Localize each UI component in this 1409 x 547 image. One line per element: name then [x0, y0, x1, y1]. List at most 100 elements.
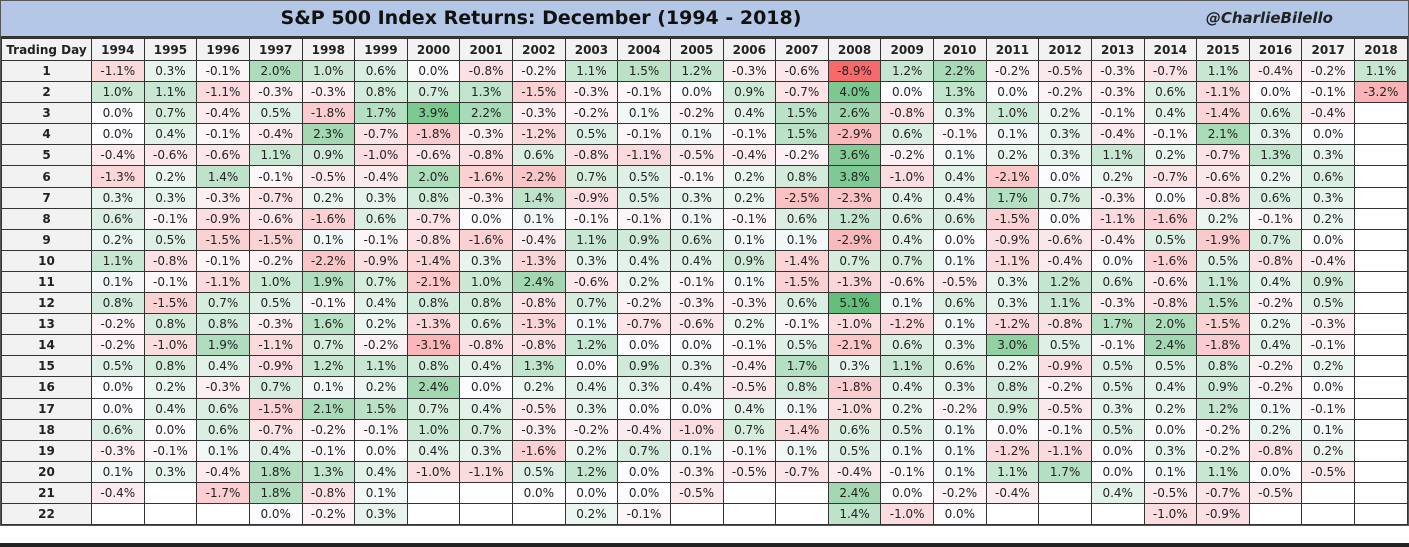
- table-row: 22 0.0% -0.2% 0.3% 0.2% -0.1% 1.4% -1.0% 0.0% -1.…: [1, 502, 1408, 526]
- return-cell: -0.8%: [1248, 439, 1303, 462]
- return-cell: 0.8%: [143, 355, 198, 378]
- return-cell: -0.3%: [722, 292, 777, 315]
- return-cell: [1301, 481, 1355, 504]
- return-cell: 0.3%: [91, 186, 145, 209]
- return-cell: -1.6%: [459, 228, 513, 251]
- trading-day-label: 15: [1, 355, 92, 378]
- trading-day-label: 9: [1, 228, 92, 251]
- return-cell: 0.4%: [459, 355, 513, 378]
- return-cell: 0.2%: [880, 397, 934, 420]
- return-cell: 0.2%: [91, 228, 145, 251]
- return-cell: 0.1%: [933, 144, 987, 167]
- year-header: 2006: [722, 38, 777, 61]
- return-cell: 0.7%: [459, 418, 513, 441]
- return-cell: 0.3%: [933, 102, 987, 125]
- return-cell: 0.6%: [1301, 165, 1355, 188]
- return-cell: 1.5%: [775, 102, 829, 125]
- return-cell: 0.7%: [880, 249, 934, 272]
- return-cell: -1.0%: [880, 502, 934, 526]
- trading-day-label: 5: [1, 144, 92, 167]
- return-cell: 1.3%: [512, 355, 566, 378]
- return-cell: 0.7%: [143, 102, 198, 125]
- return-cell: 0.2%: [1038, 102, 1092, 125]
- return-cell: -0.1%: [933, 123, 987, 146]
- return-cell: 0.4%: [880, 376, 934, 399]
- return-cell: [669, 502, 724, 526]
- year-header: 2013: [1090, 38, 1145, 61]
- return-cell: 0.0%: [1248, 460, 1303, 483]
- return-cell: 0.2%: [354, 376, 408, 399]
- return-cell: -2.5%: [775, 186, 829, 209]
- return-cell: -1.4%: [406, 249, 461, 272]
- return-cell: -0.7%: [354, 123, 408, 146]
- return-cell: 0.1%: [985, 123, 1040, 146]
- return-cell: 1.1%: [1038, 292, 1092, 315]
- return-cell: [143, 502, 198, 526]
- return-cell: 2.0%: [406, 165, 461, 188]
- year-header: 1997: [248, 38, 303, 61]
- return-cell: -0.4%: [722, 355, 777, 378]
- return-cell: -1.0%: [880, 165, 934, 188]
- return-cell: -0.7%: [1143, 165, 1198, 188]
- return-cell: 1.7%: [1090, 313, 1145, 336]
- return-cell: 0.4%: [1248, 334, 1303, 357]
- return-cell: 0.1%: [669, 123, 724, 146]
- table-row: 11 0.1% -0.1% -1.1% 1.0% 1.9% 0.7% -2.1% 1.0% 2.4…: [1, 270, 1408, 294]
- return-cell: 0.5%: [91, 355, 145, 378]
- return-cell: 0.9%: [722, 81, 777, 104]
- return-cell: -0.5%: [669, 144, 724, 167]
- return-cell: 1.3%: [459, 81, 513, 104]
- return-cell: -0.1%: [1301, 397, 1355, 420]
- return-cell: 0.1%: [617, 102, 671, 125]
- return-cell: 0.3%: [1301, 144, 1355, 167]
- return-cell: [1354, 376, 1408, 399]
- return-cell: 0.8%: [775, 376, 829, 399]
- return-cell: 0.0%: [617, 397, 671, 420]
- trading-day-label: 16: [1, 376, 92, 399]
- return-cell: 0.0%: [985, 81, 1040, 104]
- table-row: 6 -1.3% 0.2% 1.4% -0.1% -0.5% -0.4% 2.0% -1.6% -2…: [1, 165, 1408, 188]
- return-cell: 1.4%: [512, 186, 566, 209]
- return-cell: 0.2%: [143, 165, 198, 188]
- return-cell: 0.0%: [880, 481, 934, 504]
- return-cell: 0.2%: [985, 144, 1040, 167]
- return-cell: 0.3%: [669, 355, 724, 378]
- return-cell: -0.8%: [1196, 186, 1250, 209]
- return-cell: 3.9%: [406, 102, 461, 125]
- return-cell: 0.0%: [880, 81, 934, 104]
- return-cell: 0.3%: [985, 270, 1040, 294]
- return-cell: 0.0%: [933, 228, 987, 251]
- return-cell: 0.7%: [196, 292, 250, 315]
- return-cell: -0.4%: [1248, 59, 1303, 83]
- return-cell: 0.6%: [459, 313, 513, 336]
- return-cell: 0.8%: [91, 292, 145, 315]
- return-cell: 0.1%: [354, 481, 408, 504]
- return-cell: 0.0%: [1090, 249, 1145, 272]
- return-cell: -1.6%: [1143, 207, 1198, 230]
- return-cell: -0.8%: [459, 59, 513, 83]
- return-cell: 5.1%: [827, 292, 882, 315]
- trading-day-label: 6: [1, 165, 92, 188]
- return-cell: 0.3%: [669, 186, 724, 209]
- return-cell: -0.8%: [143, 249, 198, 272]
- return-cell: 1.5%: [775, 123, 829, 146]
- table-row: 12 0.8% -1.5% 0.7% 0.5% -0.1% 0.4% 0.8% 0.8% -0.8…: [1, 292, 1408, 315]
- return-cell: 0.6%: [1090, 270, 1145, 294]
- return-cell: 0.0%: [1090, 460, 1145, 483]
- return-cell: [1354, 186, 1408, 209]
- return-cell: 0.1%: [933, 313, 987, 336]
- return-cell: -0.3%: [669, 460, 724, 483]
- return-cell: 0.3%: [354, 502, 408, 526]
- return-cell: [459, 502, 513, 526]
- return-cell: -1.0%: [669, 418, 724, 441]
- table-row: 16 0.0% 0.2% -0.3% 0.7% 0.1% 0.2% 2.4% 0.0% 0.2% 0…: [1, 376, 1408, 399]
- return-cell: -1.6%: [1143, 249, 1198, 272]
- return-cell: 0.4%: [1090, 481, 1145, 504]
- return-cell: -0.1%: [669, 165, 724, 188]
- return-cell: -0.6%: [669, 313, 724, 336]
- return-cell: 0.2%: [1196, 207, 1250, 230]
- return-cell: -0.9%: [354, 249, 408, 272]
- return-cell: -0.2%: [880, 144, 934, 167]
- return-cell: [143, 481, 198, 504]
- return-cell: -0.7%: [248, 418, 303, 441]
